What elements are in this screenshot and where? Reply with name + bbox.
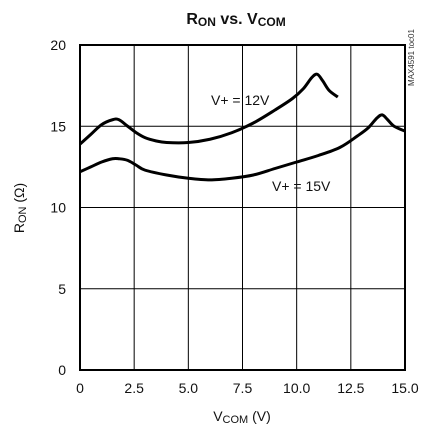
y-axis-label: RON (Ω): [11, 183, 29, 233]
series-group: [78, 72, 406, 182]
x-tick-label: 12.5: [337, 380, 364, 396]
y-tick-labels: 0 5 10 15 20: [50, 37, 66, 378]
series-label-12v: V+ = 12V: [211, 92, 270, 108]
x-tick-label: 15.0: [391, 380, 418, 396]
series-label-15v: V+ = 15V: [272, 178, 331, 194]
x-tick-label: 2.5: [124, 380, 144, 396]
x-tick-label: 10.0: [283, 380, 310, 396]
x-axis-label: VCOM (V): [213, 408, 271, 426]
series-line-0: [78, 72, 339, 146]
x-tick-label: 7.5: [233, 380, 253, 396]
x-tick-label: 5.0: [179, 380, 199, 396]
y-tick-label: 20: [50, 37, 66, 53]
chart-title: RON vs. VCOM: [186, 11, 285, 29]
y-tick-label: 0: [58, 362, 66, 378]
x-tick-labels: 0 2.5 5.0 7.5 10.0 12.5 15.0: [76, 380, 419, 396]
x-tick-label: 0: [76, 380, 84, 396]
watermark-text: MAX4591 toc01: [407, 29, 416, 86]
grid: [80, 45, 405, 370]
y-tick-label: 10: [50, 200, 66, 216]
series-line-1: [79, 113, 406, 182]
y-tick-label: 5: [58, 281, 66, 297]
plot-frame: [79, 44, 406, 371]
y-tick-label: 15: [50, 118, 66, 134]
